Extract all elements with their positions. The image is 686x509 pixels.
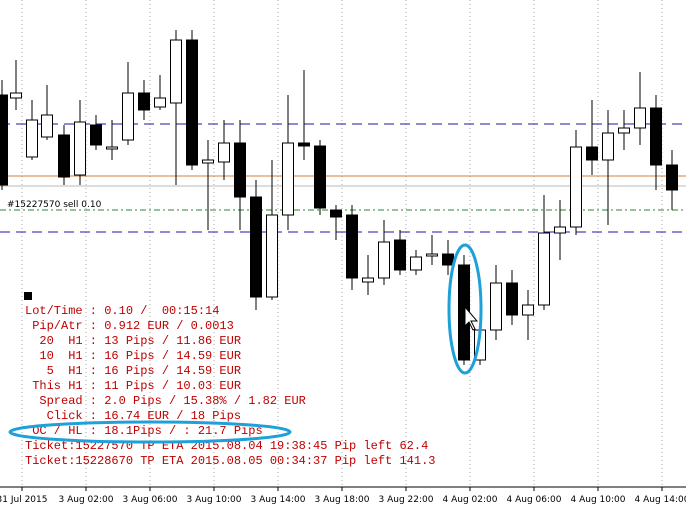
- time-label: 3 Aug 14:00: [251, 495, 306, 505]
- candle-body: [234, 142, 246, 198]
- time-label: 3 Aug 22:00: [379, 495, 434, 505]
- candle-body: [570, 146, 582, 228]
- candle-body: [426, 253, 438, 257]
- candle-body: [442, 253, 454, 266]
- info-line: 5 H1 : 16 Pips / 14.59 EUR: [25, 364, 241, 378]
- candle-body: [0, 94, 8, 186]
- candle-body: [378, 241, 390, 279]
- time-label: 4 Aug 02:00: [443, 495, 498, 505]
- order-label: #15227570 sell 0.10: [7, 200, 102, 210]
- candle-body: [202, 159, 214, 164]
- candle-body: [346, 214, 358, 279]
- info-line: Ticket:15228670 TP ETA 2015.08.05 00:34:…: [25, 454, 435, 468]
- candle-body: [362, 277, 374, 283]
- candle-body: [41, 114, 53, 138]
- candle-body: [554, 226, 566, 234]
- candle-body: [138, 92, 150, 111]
- candle-body: [90, 124, 102, 146]
- candle-body: [330, 209, 342, 218]
- candle-body: [298, 142, 310, 147]
- candle-body: [394, 239, 406, 271]
- candle-body: [586, 146, 598, 161]
- candle-body: [186, 39, 198, 166]
- candle-body: [266, 214, 278, 298]
- marker: [24, 292, 32, 300]
- time-label: 3 Aug 18:00: [315, 495, 370, 505]
- candle-body: [522, 304, 534, 316]
- info-line: Lot/Time : 0.10 / 00:15:14: [25, 304, 219, 318]
- candle-body: [634, 107, 646, 129]
- candle-body: [74, 121, 86, 176]
- highlight-ellipse: [447, 243, 483, 375]
- info-line: Spread : 2.0 Pips / 15.38% / 1.82 EUR: [25, 394, 306, 408]
- candle-body: [122, 92, 134, 141]
- candle-body: [218, 142, 230, 163]
- candle-body: [282, 142, 294, 216]
- time-label: 4 Aug 10:00: [571, 495, 626, 505]
- candle-body: [666, 164, 678, 191]
- candle-body: [26, 119, 38, 158]
- candle-body: [618, 127, 630, 134]
- info-line: This H1 : 11 Pips / 10.03 EUR: [25, 379, 241, 393]
- info-line: Click : 16.74 EUR / 18 Pips: [25, 409, 241, 423]
- time-label: 4 Aug 14:00: [635, 495, 686, 505]
- candle-body: [170, 39, 182, 104]
- candle-body: [602, 132, 614, 161]
- time-label: 3 Aug 02:00: [59, 495, 114, 505]
- candle-body: [314, 145, 326, 209]
- mouse-cursor: [464, 305, 479, 331]
- highlight-ellipse: [8, 420, 292, 444]
- info-line: 10 H1 : 16 Pips / 14.59 EUR: [25, 349, 241, 363]
- info-line: Pip/Atr : 0.912 EUR / 0.0013: [25, 319, 234, 333]
- time-label: 3 Aug 06:00: [123, 495, 178, 505]
- time-label: 3 Aug 10:00: [187, 495, 242, 505]
- time-label: 31 Jul 2015: [0, 495, 47, 505]
- candle-body: [538, 232, 550, 306]
- candle-body: [250, 196, 262, 298]
- candle-body: [506, 282, 518, 316]
- info-line: 20 H1 : 13 Pips / 11.86 EUR: [25, 334, 241, 348]
- candle-body: [154, 97, 166, 108]
- info-line: OC / HL : 18.1Pips / : 21.7 Pips: [25, 424, 263, 438]
- candle-body: [410, 256, 422, 271]
- candle-body: [58, 134, 70, 178]
- candle-body: [10, 92, 22, 99]
- candle-body: [490, 282, 502, 331]
- candle-body: [650, 107, 662, 166]
- candle-body: [106, 146, 118, 150]
- time-label: 4 Aug 06:00: [507, 495, 562, 505]
